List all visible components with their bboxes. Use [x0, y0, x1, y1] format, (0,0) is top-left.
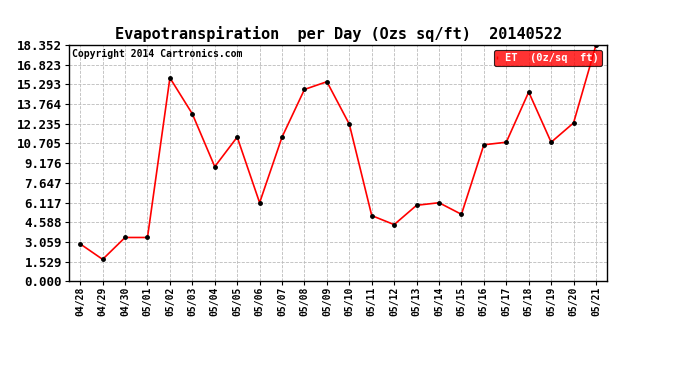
Title: Evapotranspiration  per Day (Ozs sq/ft)  20140522: Evapotranspiration per Day (Ozs sq/ft) 2…: [115, 27, 562, 42]
Legend: ET  (0z/sq  ft): ET (0z/sq ft): [493, 50, 602, 66]
Text: Copyright 2014 Cartronics.com: Copyright 2014 Cartronics.com: [72, 48, 242, 58]
